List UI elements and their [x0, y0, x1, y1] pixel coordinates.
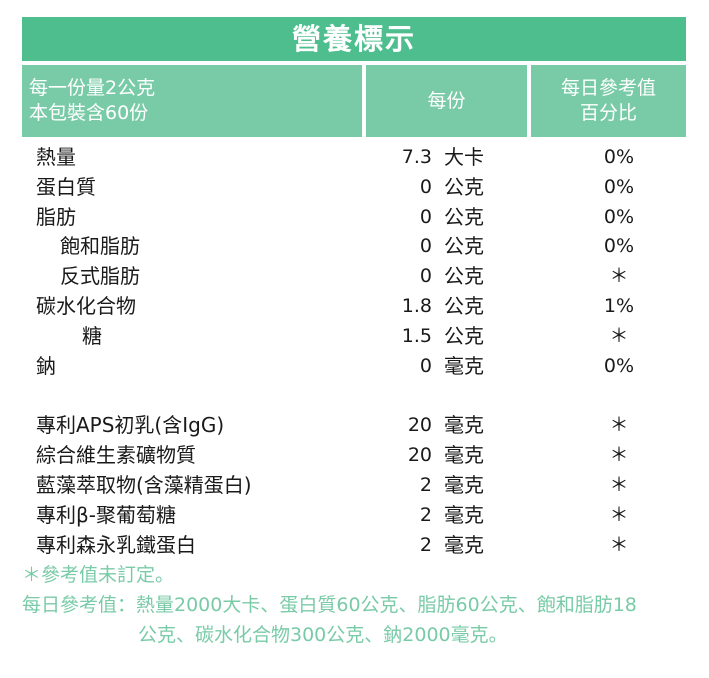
ingredient-unit: 毫克 [444, 443, 484, 468]
daily-value-header: 每日參考值 百分比 [531, 65, 686, 137]
serving-info-header: 每一份量2公克 本包裝含60份 [22, 65, 362, 137]
nutrient-name: 飽和脂肪 [60, 234, 140, 259]
nutrient-amount: 0 [419, 205, 432, 228]
nutrient-amount: 1.5 [401, 324, 432, 347]
ingredient-amount: 2 [419, 473, 432, 496]
section-spacer [22, 381, 686, 411]
ingredient-unit: 毫克 [444, 532, 484, 557]
nutrient-name: 反式脂肪 [60, 264, 140, 289]
nutrient-unit: 公克 [444, 264, 484, 289]
nutrient-amount: 0 [419, 354, 432, 377]
ingredient-unit: 毫克 [444, 413, 484, 438]
table-row: 專利APS初乳(含IgG) 20 毫克 ＊ [22, 411, 686, 441]
nutrient-name: 碳水化合物 [36, 293, 136, 318]
serving-size: 每一份量2公克 [29, 77, 156, 99]
table-row: 蛋白質 0 公克 0% [22, 173, 686, 203]
label-title: 營養標示 [22, 17, 686, 61]
table-row: 糖 1.5 公克 ＊ [22, 322, 686, 352]
ingredient-amount: 20 [407, 414, 432, 437]
ingredient-unit: 毫克 [444, 472, 484, 497]
ingredient-amount: 2 [419, 503, 432, 526]
nutrition-label: 營養標示 每一份量2公克 本包裝含60份 每份 每日參考值 百分比 熱量 7.3… [22, 17, 686, 560]
ingredient-name: 專利β-聚葡萄糖 [36, 502, 176, 527]
daily-value-label-2: 百分比 [579, 102, 637, 124]
table-row: 鈉 0 毫克 0% [22, 352, 686, 382]
nutrient-dv: ＊ [609, 265, 629, 288]
footnote-not-established: ＊參考值未訂定。 [22, 564, 175, 586]
nutrient-name: 糖 [82, 323, 102, 348]
table-row: 碳水化合物 1.8 公克 1% [22, 292, 686, 322]
ingredient-dv: ＊ [609, 444, 629, 467]
ingredient-amount: 2 [419, 533, 432, 556]
per-serving-header: 每份 [366, 65, 527, 137]
nutrient-dv: 0% [603, 146, 635, 168]
table-row: 綜合維生素礦物質 20 毫克 ＊ [22, 441, 686, 471]
nutrient-dv: 0% [603, 205, 635, 228]
ingredient-name: 專利森永乳鐵蛋白 [36, 532, 196, 557]
nutrient-unit: 毫克 [444, 353, 484, 378]
ingredient-dv: ＊ [609, 473, 629, 496]
table-header: 每一份量2公克 本包裝含60份 每份 每日參考值 百分比 [22, 65, 686, 137]
nutrient-unit: 公克 [444, 204, 484, 229]
nutrient-unit: 公克 [444, 174, 484, 199]
nutrient-unit: 公克 [444, 323, 484, 348]
nutrient-name: 鈉 [36, 353, 56, 378]
nutrient-amount: 7.3 [401, 146, 432, 168]
per-serving-label: 每份 [427, 89, 466, 112]
nutrient-dv: 0% [603, 235, 635, 258]
table-row: 藍藻萃取物(含藻精蛋白) 2 毫克 ＊ [22, 471, 686, 501]
ingredient-amount: 20 [407, 444, 432, 467]
ingredient-name: 綜合維生素礦物質 [36, 443, 196, 468]
nutrient-name: 脂肪 [36, 204, 76, 229]
daily-value-label-1: 每日參考值 [560, 77, 656, 99]
nutrient-name: 蛋白質 [36, 174, 96, 199]
nutrient-dv: 0% [603, 354, 635, 377]
table-row: 專利β-聚葡萄糖 2 毫克 ＊ [22, 501, 686, 531]
nutrient-dv: 0% [603, 175, 635, 198]
ingredient-dv: ＊ [609, 414, 629, 437]
nutrient-amount: 0 [419, 175, 432, 198]
nutrient-unit: 大卡 [444, 145, 484, 169]
table-row: 專利森永乳鐵蛋白 2 毫克 ＊ [22, 531, 686, 561]
table-row: 熱量 7.3 大卡 0% [22, 143, 686, 173]
nutrient-amount: 0 [419, 265, 432, 288]
nutrient-amount: 1.8 [401, 294, 432, 317]
ingredient-name: 專利APS初乳(含IgG) [36, 413, 225, 438]
table-row: 反式脂肪 0 公克 ＊ [22, 262, 686, 292]
table-row: 飽和脂肪 0 公克 0% [22, 232, 686, 262]
footnote-reference-line-2: 公克、碳水化合物300公克、鈉2000毫克。 [138, 624, 508, 646]
nutrient-unit: 公克 [444, 293, 484, 318]
table-row: 脂肪 0 公克 0% [22, 203, 686, 233]
footnote-reference-line-1: 每日參考值：熱量2000大卡、蛋白質60公克、脂肪60公克、飽和脂肪18 [22, 594, 637, 616]
nutrient-dv: 1% [603, 294, 635, 317]
ingredient-name: 藍藻萃取物(含藻精蛋白) [36, 472, 252, 497]
nutrient-dv: ＊ [609, 324, 629, 347]
ingredient-dv: ＊ [609, 533, 629, 556]
nutrient-amount: 0 [419, 235, 432, 258]
nutrient-rows: 熱量 7.3 大卡 0% 蛋白質 0 公克 0% 脂肪 0 公克 0% 飽和脂肪… [22, 143, 686, 560]
ingredient-dv: ＊ [609, 503, 629, 526]
nutrient-name: 熱量 [36, 145, 76, 169]
servings-per-package: 本包裝含60份 [29, 102, 149, 124]
ingredient-unit: 毫克 [444, 502, 484, 527]
nutrient-unit: 公克 [444, 234, 484, 259]
